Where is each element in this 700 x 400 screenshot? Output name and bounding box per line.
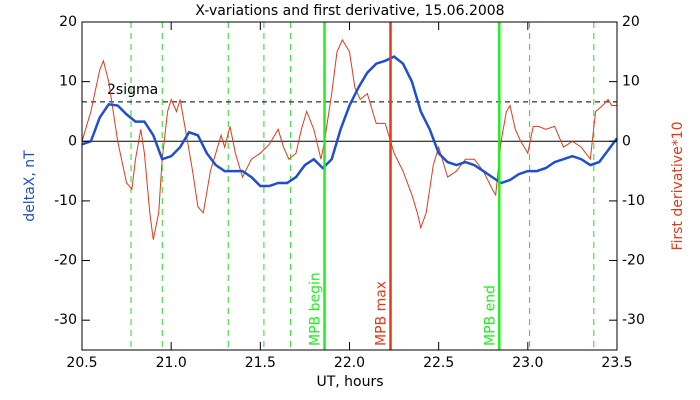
chart-title: X-variations and first derivative, 15.06… [195,3,504,19]
x-tick-label: 23.0 [512,355,543,371]
x-axis-label: UT, hours [316,374,383,390]
series-line [81,55,619,188]
y2-tick-label: 0 [622,133,631,149]
event-label: MPB end [482,285,498,346]
x-tick-label: 22.5 [423,355,454,371]
x-tick-label: 23.5 [601,355,632,371]
y-tick-label: 0 [68,133,77,149]
y-tick-label: 10 [59,74,77,90]
y2-tick-label: -10 [622,193,645,209]
x-tick-label: 20.5 [66,355,97,371]
x-tick-label: 22.0 [334,355,365,371]
y2-axis-label: First derivative*10 [670,121,686,250]
y2-tick-label: 20 [622,14,640,30]
x-tick-label: 21.5 [245,355,276,371]
event-label: MPB max [374,281,390,346]
y-tick-label: 20 [59,14,77,30]
y2-tick-label: 10 [622,74,640,90]
y-tick-label: -30 [54,312,77,328]
y-tick-label: -10 [54,193,77,209]
x-tick-label: 21.0 [156,355,187,371]
y-axis-label: deltaX, nT [22,150,38,222]
y2-tick-label: -30 [622,312,645,328]
y2-tick-label: -20 [622,253,645,269]
event-label: MPB begin [308,272,324,346]
reference-label: 2sigma [107,82,158,98]
y-tick-label: -20 [54,253,77,269]
